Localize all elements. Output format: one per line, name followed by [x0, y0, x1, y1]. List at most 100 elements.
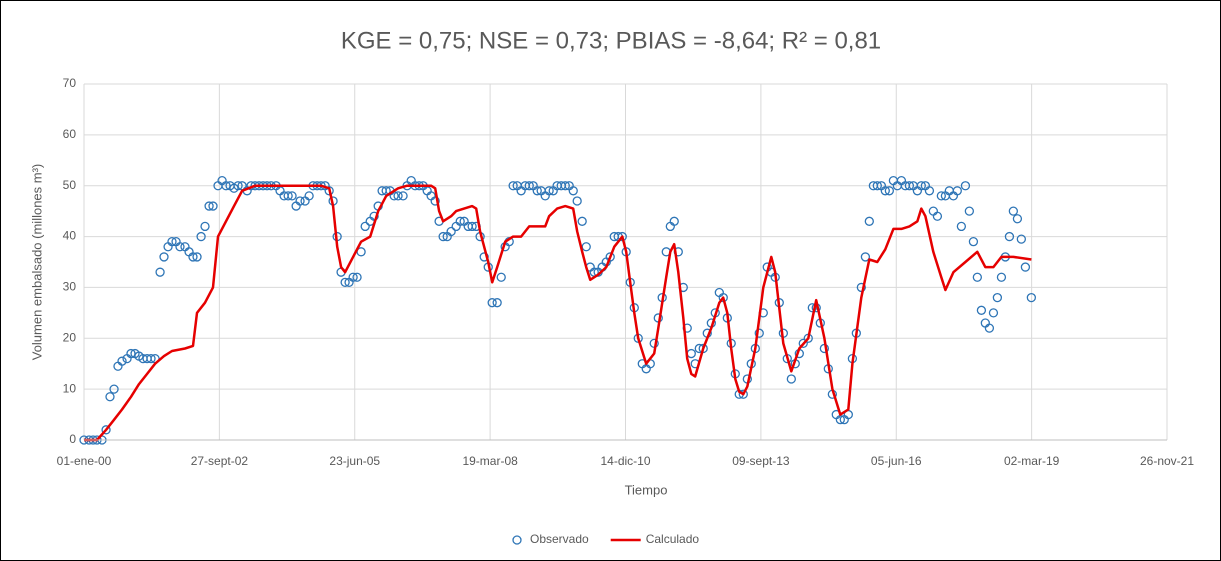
x-tick-label: 01-ene-00: [57, 454, 112, 468]
observed-point: [283, 191, 293, 201]
observed-point: [972, 272, 982, 282]
observed-point: [798, 338, 808, 349]
chart-title: KGE = 0,75; NSE = 0,73; PBIAS = -8,64; R…: [341, 27, 881, 54]
observed-point: [496, 272, 506, 282]
observed-point: [352, 272, 362, 282]
observed-point: [560, 181, 570, 191]
observed-point: [968, 237, 979, 247]
observed-point: [487, 298, 497, 308]
x-tick-label: 02-mar-19: [1004, 454, 1060, 468]
observed-point: [1026, 292, 1037, 303]
observed-point: [287, 191, 297, 201]
observed-point: [872, 181, 882, 191]
observed-point: [200, 221, 210, 232]
observed-point: [430, 196, 440, 206]
observed-point: [446, 226, 456, 237]
observed-point: [467, 221, 477, 232]
x-tick-label: 26-nov-21: [1140, 454, 1194, 468]
x-tick-label: 09-sept-13: [732, 454, 790, 468]
legend-label: Calculado: [646, 532, 700, 546]
observed-point: [455, 216, 465, 226]
y-tick-label: 50: [63, 178, 77, 192]
observed-point: [508, 181, 518, 191]
observed-point: [924, 186, 935, 196]
observed-point: [936, 191, 946, 201]
observed-point: [754, 328, 764, 338]
calculated-line: [84, 184, 1032, 442]
observed-point: [105, 392, 115, 402]
observed-point: [786, 374, 796, 384]
y-axis-label: Volumen embalsado (millones m³): [29, 164, 44, 361]
x-tick-label: 05-jun-16: [871, 454, 922, 468]
observed-point: [669, 216, 679, 226]
observed-point: [524, 181, 534, 191]
observed-point: [860, 252, 871, 262]
observed-point: [996, 272, 1007, 282]
x-tick-label: 19-mar-08: [462, 454, 518, 468]
observed-point: [1012, 214, 1023, 224]
observed-point: [568, 186, 578, 196]
observed-point: [807, 303, 817, 313]
x-tick-label: 27-sept-02: [191, 454, 249, 468]
observed-point: [605, 252, 615, 262]
y-tick-label: 20: [63, 330, 77, 344]
observed-point: [146, 353, 156, 364]
x-axis-label: Tiempo: [625, 482, 668, 497]
x-tick-label: 14-dic-10: [600, 454, 650, 468]
observed-point: [196, 231, 206, 242]
legend-marker: [512, 535, 522, 545]
observed-point: [438, 231, 448, 242]
observed-point: [324, 186, 334, 196]
observed-point: [233, 181, 243, 191]
y-tick-label: 0: [69, 432, 76, 446]
observed-point: [175, 242, 185, 252]
observed-point: [192, 252, 202, 262]
observed-point: [126, 348, 136, 359]
x-tick-label: 23-jun-05: [329, 454, 380, 468]
y-tick-label: 30: [63, 280, 77, 294]
y-tick-label: 40: [63, 229, 77, 243]
observed-point: [167, 237, 177, 247]
observed-point: [208, 201, 218, 211]
observed-point: [398, 191, 408, 201]
observed-point: [1004, 231, 1015, 242]
observed-point: [221, 181, 231, 191]
y-tick-label: 70: [63, 76, 77, 90]
observed-point: [904, 181, 915, 191]
observed-point: [916, 181, 926, 191]
observed-point: [880, 186, 890, 196]
observed-point: [577, 216, 587, 226]
observed-point: [984, 323, 995, 333]
observed-point: [976, 305, 987, 315]
observed-point: [348, 272, 358, 282]
observed-point: [393, 191, 403, 201]
observed-point: [1016, 234, 1026, 244]
observed-point: [159, 252, 169, 262]
observed-point: [738, 389, 748, 399]
observed-point: [952, 186, 962, 196]
y-tick-label: 60: [63, 127, 77, 141]
observed-point: [295, 196, 305, 206]
observed-point: [992, 292, 1003, 303]
observed-point: [884, 186, 894, 196]
observed-point: [864, 216, 874, 226]
observed-point: [479, 252, 489, 262]
observed-point: [109, 384, 119, 394]
observed-point: [532, 186, 542, 196]
observed-point: [1020, 262, 1031, 272]
observed-point: [1008, 206, 1018, 216]
observed-point: [340, 277, 350, 287]
observed-point: [188, 252, 198, 262]
observed-point: [956, 221, 967, 232]
observed-point: [932, 211, 943, 221]
observed-point: [101, 425, 111, 435]
observed-point: [988, 308, 999, 318]
observed-point: [544, 186, 554, 196]
legend-label: Observado: [530, 532, 589, 546]
y-tick-label: 10: [63, 381, 77, 395]
observed-point: [304, 191, 314, 201]
observed-point: [960, 181, 971, 191]
observed-point: [572, 196, 582, 206]
